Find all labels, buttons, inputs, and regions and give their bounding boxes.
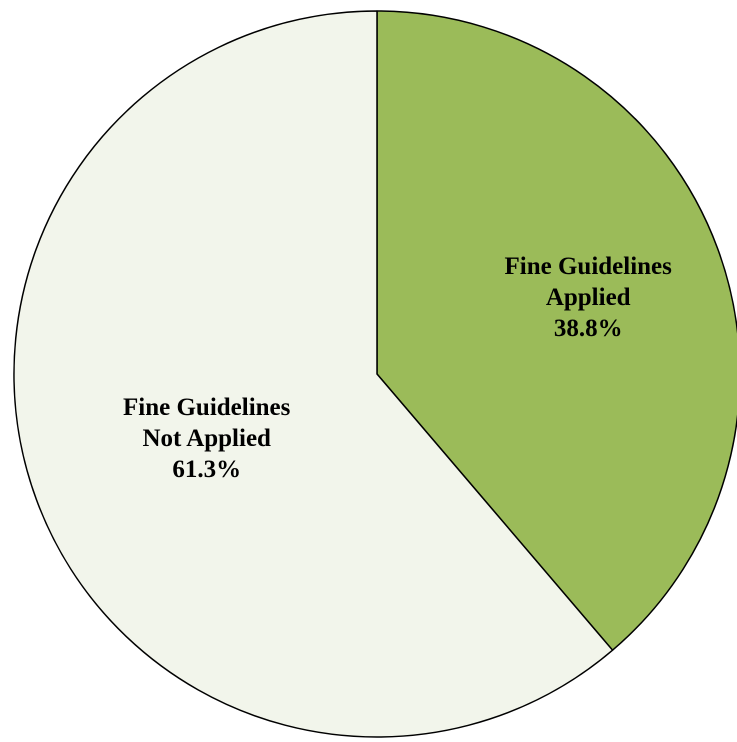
- pie-slice-value-label: 38.8%: [554, 315, 623, 342]
- pie-slice-label-line: Applied: [546, 284, 631, 311]
- pie-slice-label-line: Fine Guidelines: [123, 394, 291, 421]
- pie-slice-value-label: 61.3%: [172, 456, 241, 483]
- pie-slice-label-line: Fine Guidelines: [505, 253, 673, 280]
- pie-slices: [14, 11, 737, 737]
- pie-slice-label-line: Not Applied: [142, 425, 271, 452]
